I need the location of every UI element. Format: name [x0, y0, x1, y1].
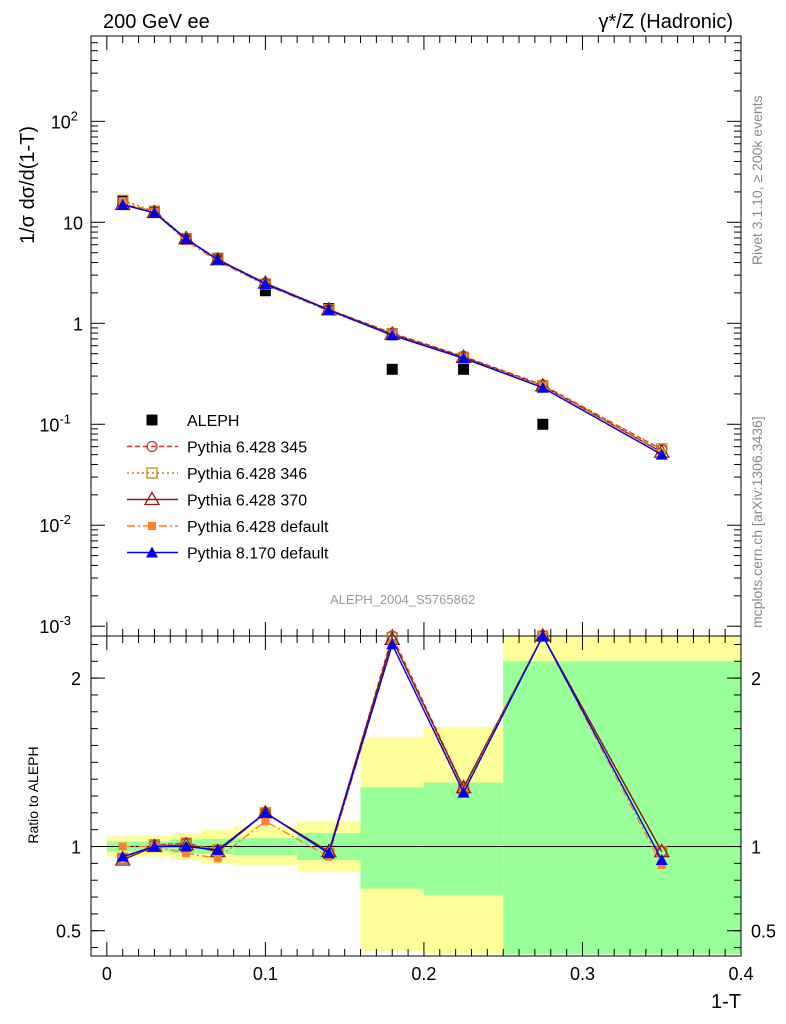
data-point [386, 329, 399, 341]
header-right: γ*/Z (Hadronic) [599, 11, 733, 33]
legend-marker [146, 414, 158, 426]
ratio-point [118, 842, 127, 851]
ratio-point [322, 847, 335, 859]
ratio-y-tick-label-right: 0.5 [751, 922, 776, 942]
y-tick-label: 102 [51, 108, 78, 132]
legend-label: ALEPH [187, 413, 239, 430]
series-5 [116, 198, 668, 460]
legend-marker [146, 546, 158, 558]
series-line [122, 199, 663, 450]
series-line [122, 203, 663, 451]
ratio-point [261, 817, 270, 826]
main-plot-panel: 10-3 10-2 10-1 1 10 102 [39, 35, 742, 637]
ratio-y-tick-label: 0.5 [56, 922, 81, 942]
ratio-point [536, 630, 549, 641]
ratio-point [259, 806, 272, 818]
header-left: 200 GeV ee [103, 11, 210, 33]
ratio-point [116, 850, 129, 862]
y-axis-label-main: 1/σ dσ/d(1-T) [17, 126, 39, 244]
legend-marker [146, 467, 158, 479]
y-tick-label: 10-2 [39, 512, 71, 536]
stat-uncertainty-band [360, 787, 424, 889]
ratio-point [213, 854, 222, 863]
rivet-label: Rivet 3.1.10, ≥ 200k events [749, 95, 765, 265]
ratio-line [122, 634, 663, 861]
data-point [458, 363, 470, 375]
x-tick-label: 0.3 [570, 964, 595, 984]
legend-marker [143, 491, 161, 506]
data-point [259, 285, 271, 297]
legend-marker [146, 440, 158, 453]
series-line [122, 204, 663, 456]
data-point [457, 352, 470, 364]
x-axis-label: 1-T [711, 991, 741, 1013]
data-point [537, 418, 549, 430]
legend-label: Pythia 6.428 370 [187, 493, 307, 510]
data-point [148, 206, 161, 218]
data-point [116, 198, 129, 210]
data-point [655, 448, 668, 460]
legend-label: Pythia 6.428 345 [187, 440, 307, 457]
x-tick-label: 0.1 [253, 964, 278, 984]
stat-uncertainty-band [503, 661, 741, 955]
data-point [386, 363, 398, 375]
x-tick-label: 0 [102, 964, 112, 984]
data-point [180, 233, 193, 245]
ratio-y-tick-label: 2 [71, 669, 81, 689]
x-tick-label: 0.2 [411, 964, 436, 984]
ratio-point [182, 849, 191, 858]
y-tick-label: 10-1 [39, 411, 71, 435]
data-point [536, 381, 549, 393]
y-axis-label-ratio: Ratio to ALEPH [25, 746, 41, 843]
ratio-point [657, 861, 666, 870]
ratio-point [148, 840, 161, 852]
x-tick-label: 0.4 [728, 964, 753, 984]
y-tick-label: 10-3 [39, 613, 71, 637]
stat-uncertainty-band [423, 782, 504, 896]
y-tick-label: 10 [63, 213, 83, 233]
ratio-line [122, 634, 663, 861]
legend-marker [148, 522, 156, 530]
ratio-plot-panel: 0.5 0.5 1 1 2 2 0 0.1 0.2 0.3 0.4 [56, 627, 776, 984]
data-point [259, 277, 272, 289]
y-tick-label: 1 [73, 314, 83, 334]
legend-label: Pythia 6.428 default [187, 519, 329, 536]
ratio-y-tick-label-right: 2 [751, 669, 761, 689]
ratio-point [386, 638, 399, 650]
ratio-point [180, 840, 193, 852]
mcplots-label: mcplots.cern.ch [arXiv:1306.3436] [749, 416, 765, 628]
legend: ALEPH Pythia 6.428 345 Pythia 6.428 346 Pyt… [127, 413, 329, 563]
ratio-y-tick-label-right: 1 [751, 838, 761, 858]
ratio-series-4 [116, 630, 668, 865]
data-point [322, 304, 335, 316]
data-point [211, 253, 224, 265]
ratio-y-tick-label: 1 [71, 838, 81, 858]
ratio-point [457, 786, 470, 798]
legend-label: Pythia 6.428 346 [187, 466, 307, 483]
analysis-tag: ALEPH_2004_S5765862 [330, 592, 475, 607]
legend-label: Pythia 8.170 default [187, 546, 329, 563]
ratio-point [211, 843, 224, 855]
ratio-point [655, 854, 668, 865]
